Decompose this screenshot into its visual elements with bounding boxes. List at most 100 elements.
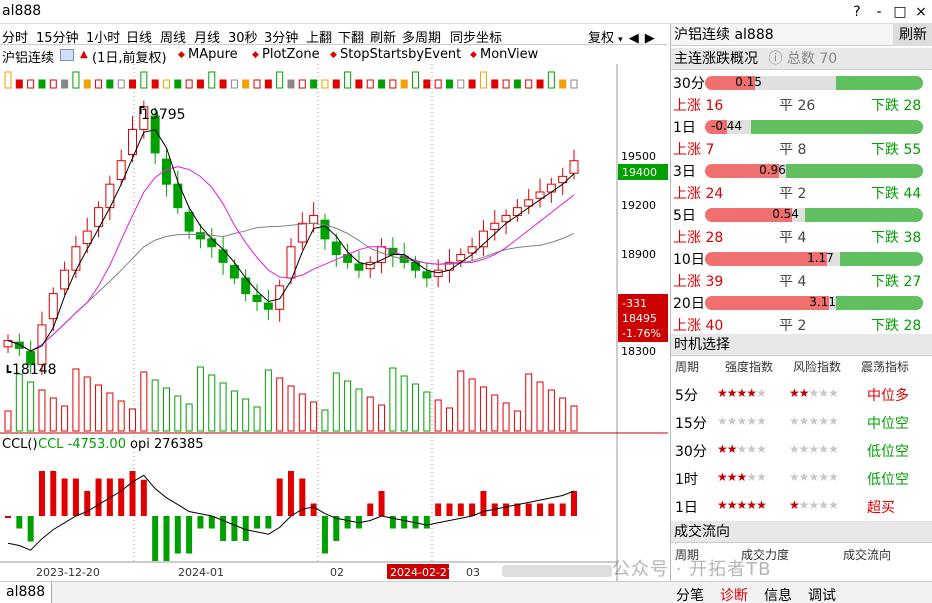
arrow-right-icon[interactable]: ▶ (644, 31, 655, 46)
volume-bar (253, 406, 261, 432)
tab-30sec[interactable]: 30秒 (228, 31, 258, 46)
bar-segment (840, 252, 923, 266)
info-button[interactable]: 信息 (764, 588, 792, 603)
period-label: 30分 (673, 76, 705, 92)
minimize-button[interactable]: - (876, 4, 882, 20)
bar-segment (835, 296, 923, 310)
tab-al888[interactable]: al888 (0, 582, 53, 603)
zone-bar (502, 79, 510, 89)
candle-body (241, 277, 251, 295)
page-up-button[interactable]: 上翻 (306, 31, 333, 46)
bar-segment (705, 120, 727, 134)
summary-bar-row[interactable]: 5日 0.54 (671, 204, 932, 226)
indicator-stopstarts[interactable]: StopStartsbyEvent (340, 47, 462, 62)
refresh-panel-button[interactable]: 刷新 (893, 24, 932, 46)
down-count: 下跌 38 (871, 230, 922, 246)
multi-period-button[interactable]: 多周期 (402, 31, 442, 46)
timing-row[interactable]: 30分 ★★★★★ ★★★★★ 低位空 (671, 438, 932, 460)
volume-bar (185, 403, 193, 432)
horizontal-scrollbar[interactable] (502, 565, 612, 577)
timing-row[interactable]: 1日 ★★★★★ ★★★★★ 超买 (671, 494, 932, 516)
osc-bar (480, 491, 487, 516)
indicator-monview[interactable]: MonView (480, 47, 539, 62)
tab-monthly[interactable]: 月线 (194, 31, 221, 46)
neutral-count: 平 2 (779, 186, 807, 202)
bar-segment (705, 76, 756, 90)
bar-segment (805, 208, 923, 222)
question-icon[interactable]: ⓘ (768, 51, 783, 67)
close-button[interactable]: × (915, 4, 927, 20)
diagnose-button[interactable]: 诊断 (720, 588, 748, 603)
candles (3, 100, 579, 376)
volume-bar (445, 407, 453, 432)
distribution-bar: 0.96 (705, 164, 923, 178)
summary-count-row: 上涨 28 平 4 下跌 38 (671, 226, 932, 248)
tab-intraday[interactable]: 分时 (2, 31, 29, 46)
refresh-button[interactable]: 刷新 (370, 31, 397, 46)
page-down-button[interactable]: 下翻 (338, 31, 365, 46)
help-button[interactable]: ? (853, 4, 861, 20)
panel-header: 沪铝连续 al888 刷新 (671, 24, 932, 46)
timing-row[interactable]: 5分 ★★★★★ ★★★★★ 中位多 (671, 382, 932, 404)
summary-count-row: 上涨 40 平 2 下跌 28 (671, 314, 932, 336)
candle-body (150, 115, 160, 154)
down-count: 下跌 55 (871, 142, 922, 158)
indicator-plotzone[interactable]: PlotZone (262, 47, 320, 62)
chart-type-icon[interactable] (60, 49, 74, 61)
summary-count-row: 上涨 24 平 2 下跌 44 (671, 182, 932, 204)
candle-body (71, 246, 81, 271)
osc-bar (95, 478, 102, 516)
volume-bar (378, 404, 386, 432)
indicator-mapure[interactable]: MApure (188, 47, 238, 62)
sync-axis-button[interactable]: 同步坐标 (450, 31, 503, 46)
volume-bar (264, 369, 272, 432)
zone-bar (412, 71, 420, 89)
candle-body (94, 207, 104, 227)
osc-bar (38, 471, 45, 516)
volume-bar (196, 366, 204, 432)
summary-bar-row[interactable]: 20日 3.11 (671, 292, 932, 314)
timing-row[interactable]: 1时 ★★★★★ ★★★★★ 低位空 (671, 466, 932, 488)
tab-1hour[interactable]: 1小时 (86, 31, 121, 46)
debug-button[interactable]: 调试 (808, 588, 836, 603)
volume-bar (355, 388, 363, 432)
restore-dropdown[interactable]: 复权 ▾ ◀ ▶ (588, 31, 655, 46)
summary-bar-row[interactable]: 30分 0.15 (671, 72, 932, 94)
osc-bar (61, 478, 68, 516)
bar-value: 0.96 (759, 164, 786, 177)
zone-bar (253, 79, 261, 89)
tab-weekly[interactable]: 周线 (160, 31, 187, 46)
candle-body (82, 230, 92, 245)
arrow-left-icon[interactable]: ◀ (628, 31, 639, 46)
summary-bar-row[interactable]: 3日 0.96 (671, 160, 932, 182)
osc-bar (514, 503, 521, 516)
osc-bar (389, 516, 396, 529)
osc-bar (503, 503, 510, 516)
diamond-icon: ◆ (252, 50, 259, 60)
tab-3min[interactable]: 3分钟 (264, 31, 299, 46)
up-count: 上涨 39 (673, 274, 724, 290)
zone-bar (389, 79, 397, 89)
bar-value: 0.54 (772, 208, 799, 221)
osc-bar (16, 516, 23, 529)
maximize-button[interactable]: □ (893, 4, 907, 20)
osc-bar (163, 516, 170, 561)
candle-body (546, 183, 556, 193)
zone-bar (151, 79, 159, 89)
kline-chart[interactable]: 19795 18148 ┏ ┗ 19500 19200 18900 18300 … (0, 64, 668, 581)
summary-count-row: 上涨 39 平 4 下跌 27 (671, 270, 932, 292)
tab-15min[interactable]: 15分钟 (36, 31, 79, 46)
ma-mid-line (7, 166, 575, 352)
zone-bar (162, 79, 170, 89)
summary-count-row: 上涨 7 平 8 下跌 55 (671, 138, 932, 160)
zone-bar (72, 71, 80, 89)
summary-bar-row[interactable]: 10日 1.17 (671, 248, 932, 270)
signal-label: 中位多 (867, 388, 909, 404)
tick-button[interactable]: 分笔 (676, 588, 704, 603)
tab-daily[interactable]: 日线 (126, 31, 153, 46)
candle-body (60, 269, 70, 290)
up-count: 上涨 40 (673, 318, 724, 334)
osc-bar (84, 491, 91, 516)
timing-row[interactable]: 15分 ★★★★★ ★★★★★ 中位空 (671, 410, 932, 432)
summary-bar-row[interactable]: 1日 -0.44 (671, 116, 932, 138)
